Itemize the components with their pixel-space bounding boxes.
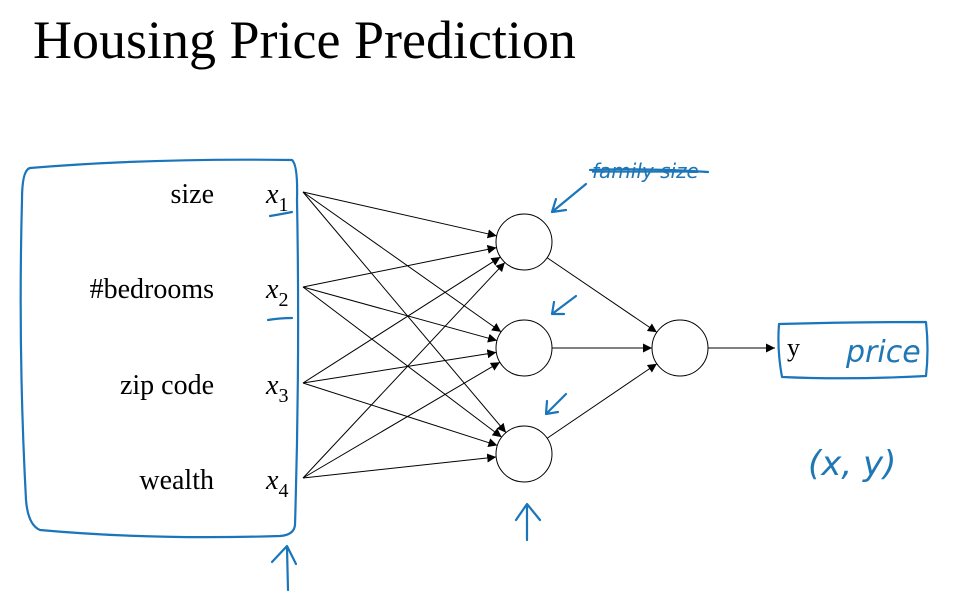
input-symbol: x3 — [265, 370, 288, 407]
hand-arrow — [550, 294, 578, 316]
input-symbol: x1 — [265, 179, 288, 216]
output-node — [651, 319, 709, 377]
subscript: 4 — [278, 480, 288, 502]
symbol: x — [265, 179, 279, 210]
symbol: x — [265, 465, 279, 496]
strike — [588, 168, 710, 174]
hand-arrow — [544, 392, 568, 416]
edge — [302, 262, 506, 479]
input-label: size — [170, 179, 214, 210]
symbol: x — [265, 274, 279, 305]
hand-arrow — [270, 544, 298, 592]
output-symbol: y — [787, 333, 800, 362]
edge — [546, 257, 658, 333]
edges — [302, 191, 775, 479]
hidden-node — [495, 425, 553, 483]
hidden-node — [495, 319, 553, 377]
output-annotation: price — [845, 335, 921, 370]
title: Housing Price Prediction — [33, 10, 576, 70]
edge — [302, 382, 498, 447]
edge — [302, 191, 497, 239]
nodes — [495, 213, 709, 483]
input-label: wealth — [139, 465, 214, 496]
symbol: x — [265, 370, 279, 401]
input-symbol: x4 — [265, 465, 288, 502]
edge — [302, 191, 507, 433]
underline — [268, 210, 294, 218]
edge — [546, 363, 658, 439]
input-symbol: x2 — [265, 274, 288, 311]
edge — [302, 349, 497, 384]
edge — [302, 361, 501, 479]
subscript: 1 — [278, 194, 288, 216]
edge — [302, 256, 501, 384]
subscript: 3 — [278, 385, 288, 407]
hidden-node — [495, 213, 553, 271]
edge — [302, 244, 497, 288]
hand-arrow — [514, 502, 542, 542]
input-label: #bedrooms — [90, 274, 214, 305]
output-box — [777, 320, 929, 380]
hand-arrow — [550, 182, 588, 214]
edge — [302, 286, 502, 438]
underline — [266, 316, 294, 322]
input-label: zip code — [120, 370, 214, 401]
input-box — [19, 158, 300, 539]
edge — [302, 286, 498, 343]
pair-annotation: (x, y) — [808, 444, 896, 484]
subscript: 2 — [278, 289, 288, 311]
edge — [302, 453, 497, 479]
edge — [302, 191, 502, 333]
